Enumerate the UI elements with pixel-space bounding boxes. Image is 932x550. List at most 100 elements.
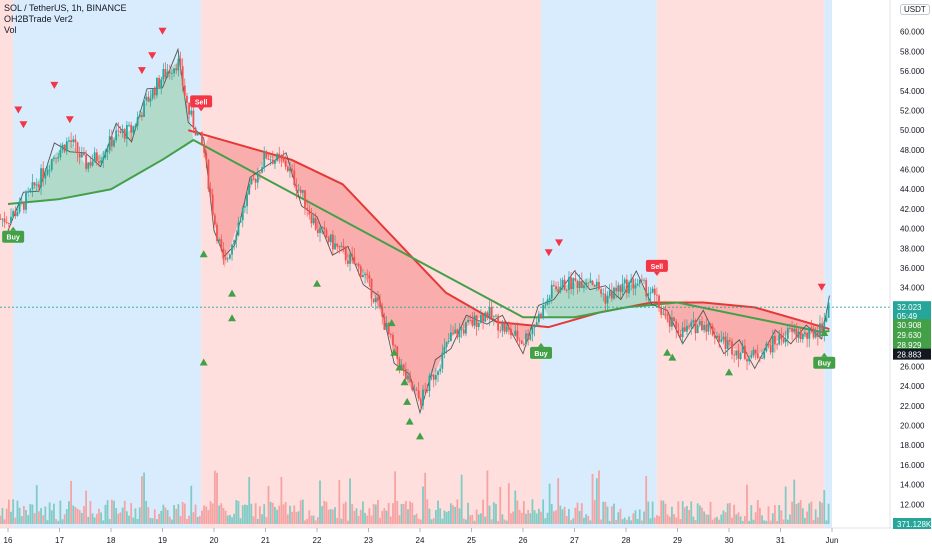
candle-body: [743, 345, 746, 359]
badge-box: [190, 95, 213, 108]
volume-bar: [33, 513, 36, 524]
volume-bar: [548, 483, 551, 524]
sell-triangle: [137, 67, 146, 75]
volume-bar: [134, 508, 137, 524]
volume-bar: [125, 511, 128, 524]
candle-body: [186, 95, 188, 103]
volume-bar: [65, 509, 68, 524]
volume-bar: [147, 507, 150, 524]
x-tick-label: 16: [4, 536, 13, 545]
candle-body: [720, 339, 723, 342]
candle-body: [104, 152, 107, 158]
candle-body: [63, 144, 66, 152]
buy-triangle: [199, 358, 208, 366]
volume-bar: [93, 517, 96, 524]
volume-bar: [143, 472, 145, 524]
y-tick-label: 54.000: [900, 87, 925, 96]
badge-pointer: [653, 271, 660, 276]
candle-body: [207, 159, 210, 190]
x-tick-label: 22: [313, 536, 322, 545]
volume-bar: [42, 515, 45, 524]
volume-bar: [113, 500, 115, 524]
volume-bar: [370, 515, 373, 524]
candle-body: [615, 287, 618, 292]
candle-body: [334, 243, 336, 250]
candle-body: [402, 364, 405, 370]
volume-bar: [683, 507, 686, 524]
volume-bar: [353, 510, 356, 524]
volume-bar: [825, 520, 828, 524]
volume-bar: [823, 490, 826, 524]
x-tick-label: 23: [364, 536, 373, 545]
candle-body: [132, 126, 135, 133]
volume-bar: [274, 506, 276, 524]
candle-body: [65, 141, 68, 152]
candle-body: [1, 218, 4, 220]
candle-body: [495, 315, 497, 317]
candle-body: [774, 335, 776, 345]
volume-bar: [724, 512, 727, 524]
volume-bar: [91, 513, 94, 524]
volume-bar: [149, 517, 152, 524]
volume-bar: [711, 519, 714, 524]
candle-body: [628, 282, 630, 294]
candle-body: [409, 375, 412, 382]
candle-body: [510, 328, 512, 336]
volume-bar: [716, 516, 718, 524]
volume-bar: [402, 503, 405, 524]
volume-bar: [565, 515, 568, 524]
candle-body: [76, 142, 79, 154]
price-label-box: [893, 319, 931, 331]
volume-bar: [48, 502, 51, 524]
currency-badge[interactable]: USDT: [900, 4, 930, 15]
volume-bar: [207, 509, 210, 524]
candle-body: [55, 157, 57, 159]
candle-body: [692, 320, 695, 323]
candle-body: [739, 352, 742, 359]
candle-body: [531, 327, 534, 335]
candle-body: [329, 234, 332, 243]
volume-bar: [465, 519, 467, 524]
volume-bar: [235, 500, 238, 524]
candle-body: [419, 398, 422, 406]
volume-bar: [1, 508, 4, 524]
candle-body: [304, 190, 306, 208]
volume-bar: [482, 499, 484, 524]
volume-bar: [61, 519, 64, 524]
candle-body: [218, 239, 221, 241]
volume-bar: [85, 490, 88, 524]
candle-body: [271, 159, 274, 164]
candle-body: [106, 150, 109, 153]
cloud-area: [203, 136, 539, 401]
volume-bar: [507, 483, 510, 524]
y-tick-label: 46.000: [900, 166, 925, 175]
volume-bar: [78, 509, 81, 524]
volume-bar: [413, 515, 416, 524]
volume-bar: [205, 506, 208, 524]
candle-body: [40, 168, 42, 188]
volume-bar: [437, 500, 439, 524]
volume-bar: [653, 517, 656, 524]
volume-bar: [701, 507, 703, 524]
volume-bar: [621, 519, 624, 524]
volume-bar: [407, 509, 409, 524]
volume-bar: [559, 505, 562, 524]
candle-body: [634, 285, 637, 289]
candle-body: [593, 285, 596, 287]
candle-body: [548, 298, 551, 300]
candle-body: [259, 172, 261, 174]
volume-bar: [387, 502, 390, 524]
volume-bar: [308, 510, 311, 524]
candle-body: [145, 96, 148, 101]
volume-bar: [771, 513, 774, 524]
sell-triangle: [817, 283, 826, 291]
candle-body: [222, 248, 225, 259]
candle-body: [613, 287, 615, 299]
volume-bar: [763, 520, 766, 524]
volume-bar: [696, 503, 699, 524]
x-tick-label: 30: [725, 536, 734, 545]
candle-body: [589, 280, 592, 283]
candle-body: [658, 295, 660, 309]
candle-body: [72, 139, 75, 143]
